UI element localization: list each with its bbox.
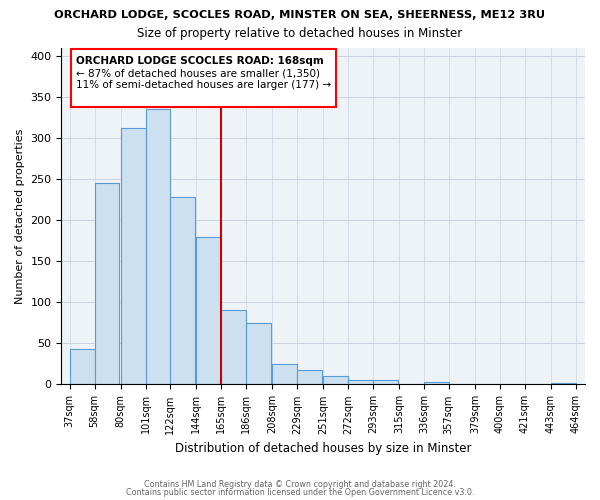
Text: 11% of semi-detached houses are larger (177) →: 11% of semi-detached houses are larger (…	[76, 80, 331, 90]
Bar	[196, 236, 221, 384]
Bar	[71, 49, 336, 106]
Bar	[95, 183, 119, 384]
X-axis label: Distribution of detached houses by size in Minster: Distribution of detached houses by size …	[175, 442, 472, 455]
Bar	[121, 128, 146, 384]
Text: ORCHARD LODGE, SCOCLES ROAD, MINSTER ON SEA, SHEERNESS, ME12 3RU: ORCHARD LODGE, SCOCLES ROAD, MINSTER ON …	[55, 10, 545, 20]
Bar	[348, 380, 373, 384]
Bar	[221, 310, 246, 384]
Bar	[246, 323, 271, 384]
Bar	[272, 364, 297, 384]
Bar	[551, 383, 575, 384]
Text: ← 87% of detached houses are smaller (1,350): ← 87% of detached houses are smaller (1,…	[76, 69, 320, 79]
Bar	[297, 370, 322, 384]
Bar	[373, 380, 398, 384]
Text: ORCHARD LODGE SCOCLES ROAD: 168sqm: ORCHARD LODGE SCOCLES ROAD: 168sqm	[76, 56, 323, 66]
Y-axis label: Number of detached properties: Number of detached properties	[15, 128, 25, 304]
Text: Size of property relative to detached houses in Minster: Size of property relative to detached ho…	[137, 28, 463, 40]
Text: Contains public sector information licensed under the Open Government Licence v3: Contains public sector information licen…	[126, 488, 474, 497]
Bar	[70, 349, 95, 384]
Text: Contains HM Land Registry data © Crown copyright and database right 2024.: Contains HM Land Registry data © Crown c…	[144, 480, 456, 489]
Bar	[146, 109, 170, 384]
Bar	[323, 376, 348, 384]
Bar	[170, 197, 195, 384]
Bar	[424, 382, 449, 384]
